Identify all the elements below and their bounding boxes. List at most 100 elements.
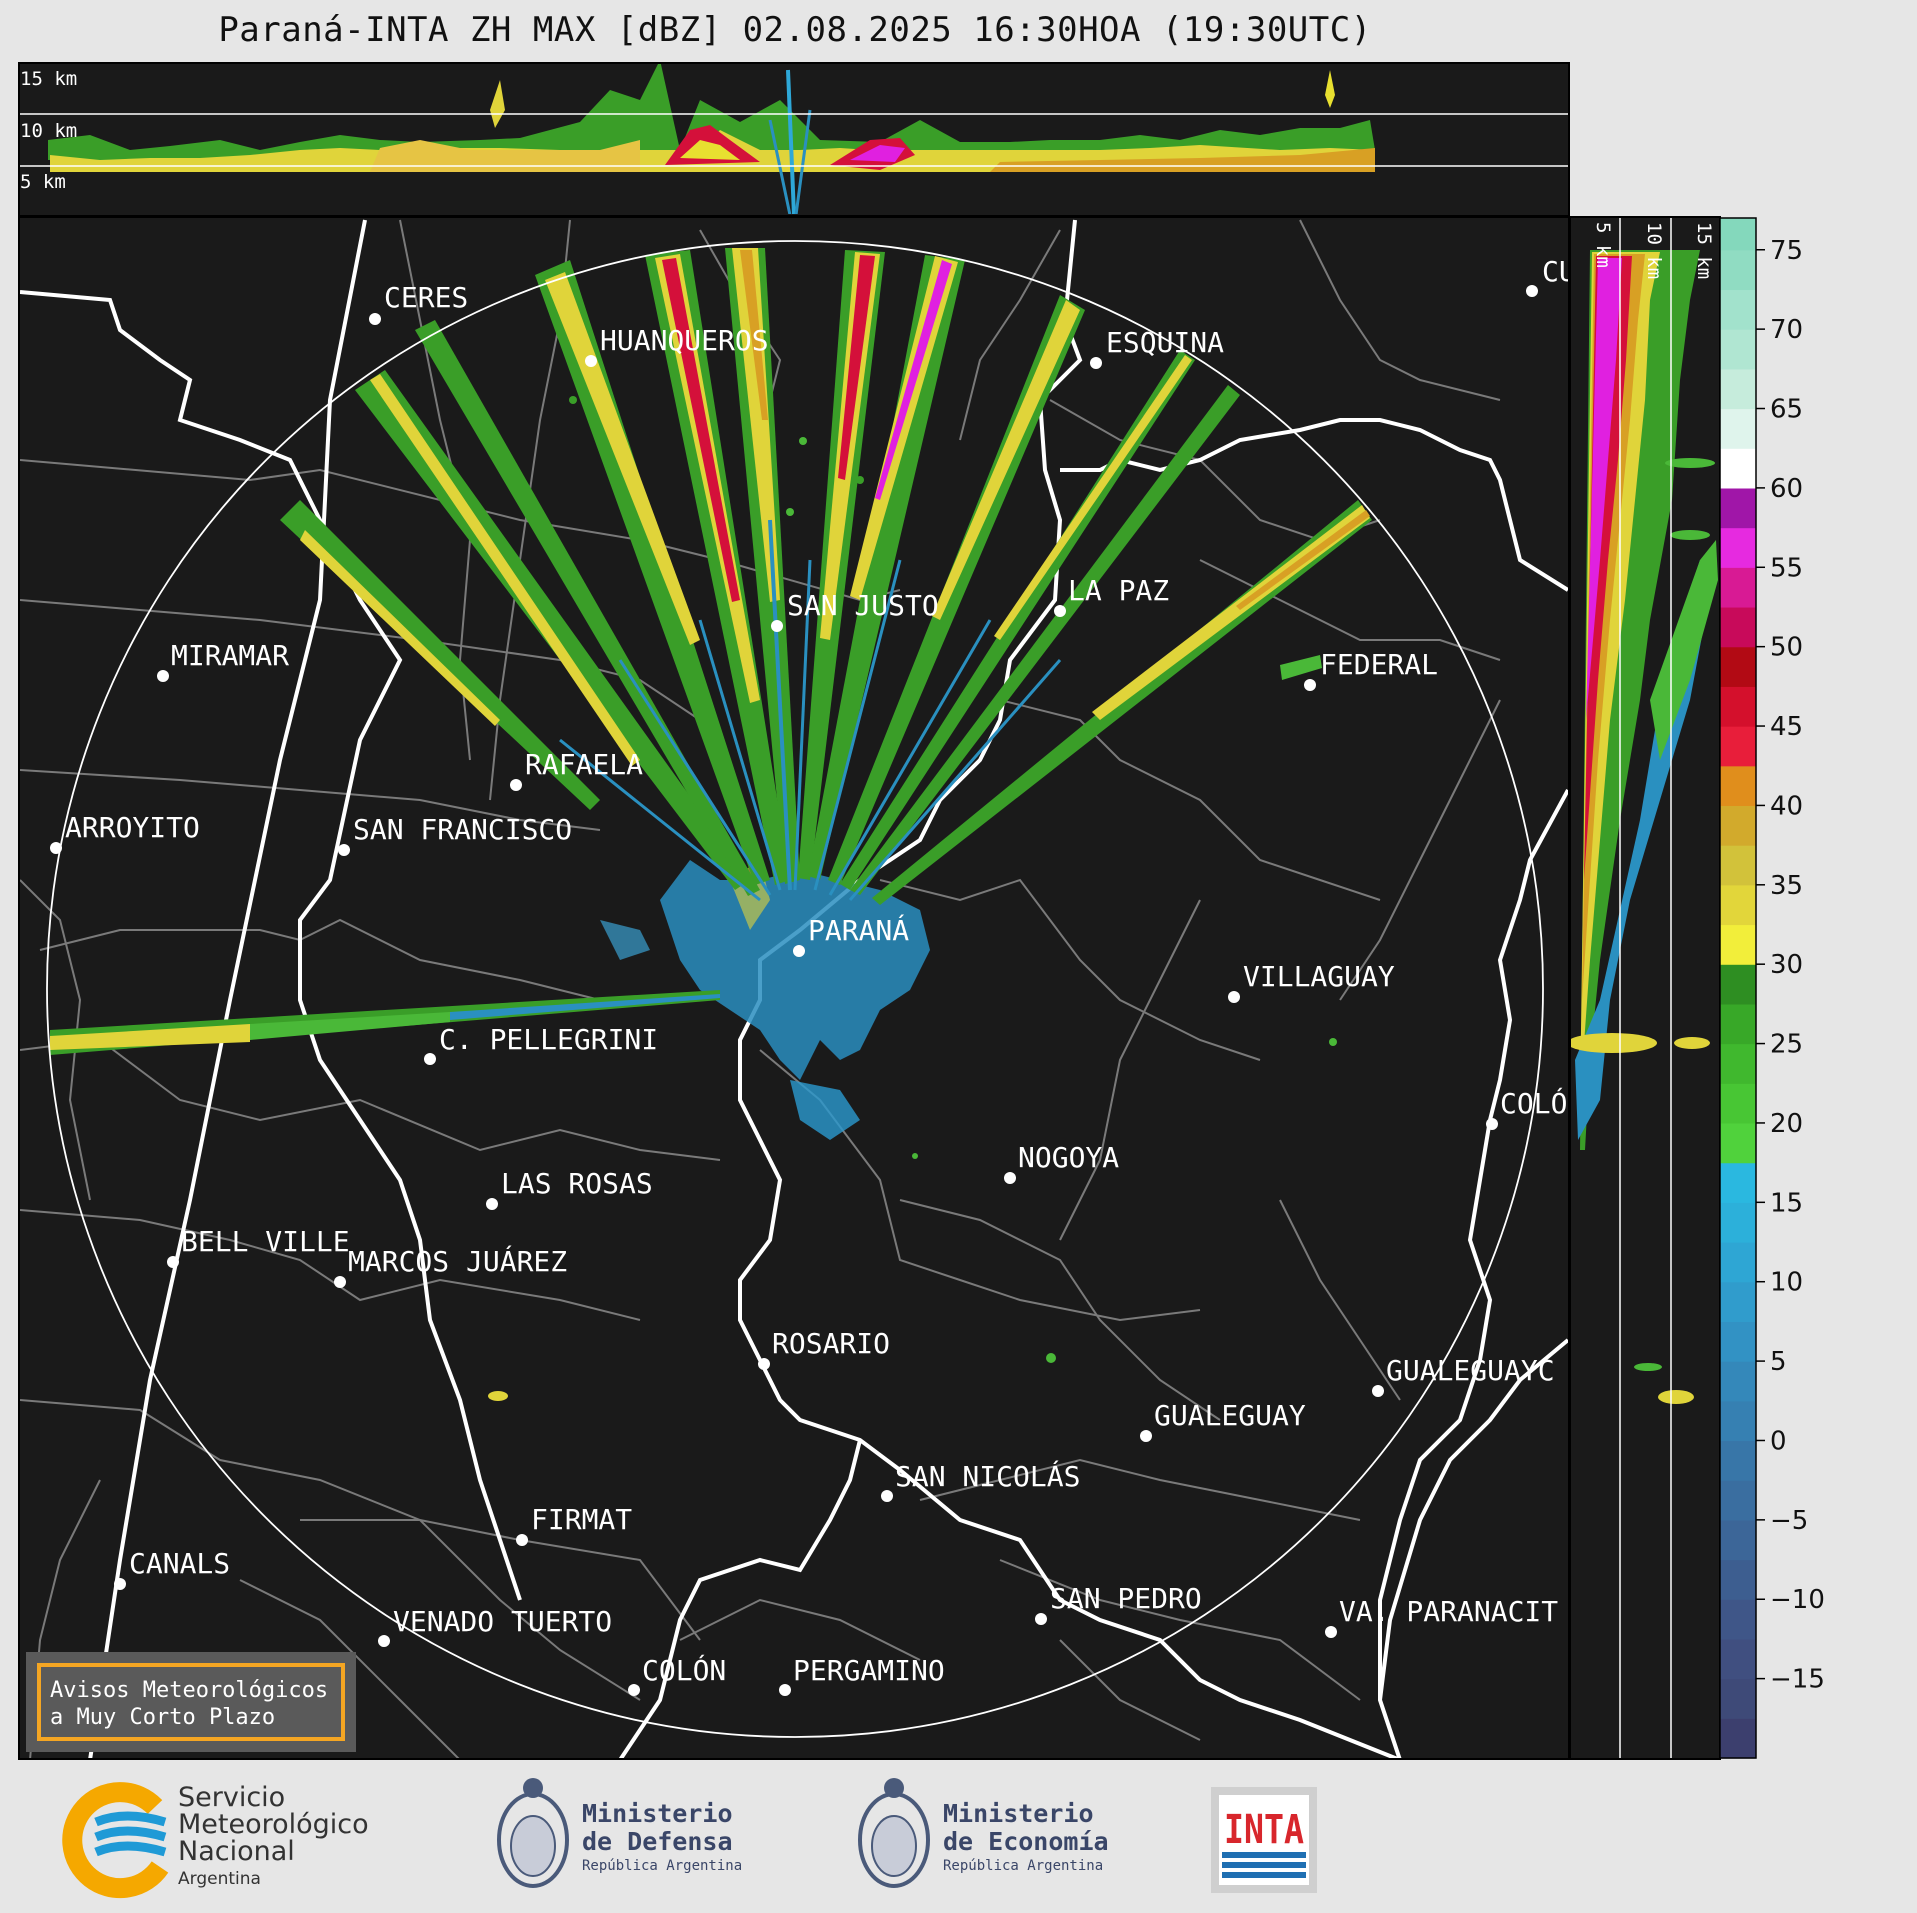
colorbar-band — [1720, 448, 1756, 489]
colorbar-band — [1720, 765, 1756, 807]
colorbar-band — [1720, 1122, 1756, 1164]
smn-line4: Argentina — [178, 1869, 261, 1889]
colorbar-tick-label: −5 — [1770, 1506, 1808, 1536]
colorbar-band — [1720, 1638, 1756, 1680]
warning-line2: a Muy Corto Plazo — [50, 1705, 275, 1730]
colorbar-bands — [1720, 218, 1756, 1759]
smn-line2: Meteorológico — [178, 1809, 369, 1840]
city-label-san-francisco: SAN FRANCISCO — [353, 813, 572, 846]
colorbar-band — [1720, 487, 1756, 529]
side-cross-section: 5 km 10 km 15 km — [1569, 216, 1721, 1760]
city-label-san-nicolas: SAN NICOLÁS — [895, 1459, 1080, 1493]
colorbar-band — [1720, 805, 1756, 846]
colorbar-band — [1720, 1003, 1756, 1045]
footer-logos: Servicio Meteorológico Nacional Argentin… — [0, 1762, 1917, 1909]
colorbar-band — [1720, 1083, 1756, 1124]
colorbar-band — [1720, 726, 1756, 767]
side-height-label-5km: 5 km — [1592, 222, 1614, 268]
colorbar-band — [1720, 1599, 1756, 1640]
colorbar-band — [1720, 1440, 1756, 1481]
defensa-line2: de Defensa — [582, 1827, 733, 1856]
colorbar-tick-label: 60 — [1770, 474, 1803, 504]
economia-line3: República Argentina — [943, 1858, 1103, 1874]
colorbar-tick-label: 10 — [1770, 1268, 1803, 1298]
colorbar-tick-label: 20 — [1770, 1109, 1803, 1139]
colorbar-band — [1720, 1361, 1756, 1402]
height-label-5km: 5 km — [20, 171, 66, 193]
colorbar-tick-label: 35 — [1770, 871, 1803, 901]
colorbar-tick-label: −10 — [1770, 1585, 1825, 1615]
colorbar-band — [1720, 606, 1756, 648]
smn-logo: Servicio Meteorológico Nacional Argentin… — [62, 1782, 369, 1899]
defensa-line3: República Argentina — [582, 1858, 742, 1874]
city-label-la-paz: LA PAZ — [1068, 574, 1169, 607]
map-title: Paraná-INTA ZH MAX [dBZ] 02.08.2025 16:3… — [218, 10, 1372, 50]
city-label-cu: CU — [1542, 255, 1576, 288]
city-label-bell-ville: BELL VILLE — [181, 1225, 350, 1258]
city-label-miramar: MIRAMAR — [171, 639, 289, 672]
height-label-10km: 10 km — [20, 120, 77, 142]
city-label-marcos-juarez: MARCOS JUÁREZ — [348, 1244, 567, 1278]
province-borders — [20, 219, 1568, 1758]
radar-figure: 15 km 10 km 5 km — [18, 62, 1825, 1760]
colorbar-band — [1720, 1242, 1756, 1283]
colorbar-band — [1720, 1678, 1756, 1719]
colorbar-band — [1720, 646, 1756, 687]
economia-line1: Ministerio — [943, 1799, 1094, 1828]
city-label-federal: FEDERAL — [1320, 648, 1438, 681]
city-label-firmat: FIRMAT — [531, 1503, 632, 1536]
colorbar-tick-label: 30 — [1770, 950, 1803, 980]
inta-logo: INTA — [1211, 1787, 1317, 1893]
colorbar-tick-label: −15 — [1770, 1665, 1825, 1695]
colorbar-tick-label: 55 — [1770, 553, 1803, 583]
colorbar-band — [1720, 289, 1756, 330]
colorbar-tick-label: 45 — [1770, 712, 1803, 742]
radar-site-label: PARANÁ — [808, 913, 909, 947]
city-label-villaguay: VILLAGUAY — [1243, 960, 1395, 993]
colorbar-tick-label: 65 — [1770, 395, 1803, 425]
smn-line3: Nacional — [178, 1836, 295, 1867]
colorbar-tick-label: 50 — [1770, 633, 1803, 663]
city-label-nogoya: NOGOYA — [1018, 1141, 1119, 1174]
smn-line1: Servicio — [178, 1782, 285, 1813]
city-markers — [50, 285, 1538, 1696]
colorbar-band — [1720, 845, 1756, 886]
colorbar-band — [1720, 408, 1756, 449]
city-label-rafaela: RAFAELA — [525, 748, 643, 781]
colorbar-band — [1720, 368, 1756, 410]
colorbar-tick-label: 0 — [1770, 1426, 1787, 1456]
city-label-venado-tuerto: VENADO TUERTO — [393, 1605, 612, 1638]
city-label-arroyito: ARROYITO — [65, 811, 200, 844]
city-label-huanqueros: HUANQUEROS — [600, 324, 769, 357]
colorbar-tick-label: 25 — [1770, 1030, 1803, 1060]
city-label-san-pedro: SAN PEDRO — [1050, 1582, 1202, 1615]
side-height-label-15km: 15 km — [1693, 222, 1715, 279]
colorbar-tick-label: 15 — [1770, 1188, 1803, 1218]
city-label-gualeguaychu: GUALEGUAYC — [1386, 1354, 1555, 1387]
colorbar-tick-label: 70 — [1770, 315, 1803, 345]
colorbar-band — [1720, 527, 1756, 568]
colorbar-band — [1720, 329, 1756, 370]
city-label-esquina: ESQUINA — [1106, 326, 1224, 359]
colorbar-band — [1720, 1162, 1756, 1203]
colorbar-band — [1720, 964, 1756, 1005]
colorbar-band — [1720, 1559, 1756, 1600]
colorbar-band — [1720, 567, 1756, 608]
side-height-label-10km: 10 km — [1643, 222, 1665, 279]
city-label-san-justo: SAN JUSTO — [787, 589, 939, 622]
colorbar-tick-label: 40 — [1770, 791, 1803, 821]
colorbar-band — [1720, 1400, 1756, 1442]
city-label-colo: COLÓ — [1500, 1086, 1567, 1120]
colorbar-tick-label: 75 — [1770, 236, 1803, 266]
colorbar-tick-label: 5 — [1770, 1347, 1787, 1377]
colorbar-band — [1720, 1281, 1756, 1323]
city-label-colon: COLÓN — [642, 1653, 726, 1687]
city-label-gualeguay: GUALEGUAY — [1154, 1399, 1306, 1432]
top-cross-section: 15 km 10 km 5 km — [18, 62, 1570, 217]
colorbar-band — [1720, 1321, 1756, 1362]
defensa-line1: Ministerio — [582, 1799, 733, 1828]
city-label-canals: CANALS — [129, 1547, 230, 1580]
defensa-logo: Ministerio de Defensa República Argentin… — [497, 1778, 742, 1888]
city-label-pergamino: PERGAMINO — [793, 1654, 945, 1687]
